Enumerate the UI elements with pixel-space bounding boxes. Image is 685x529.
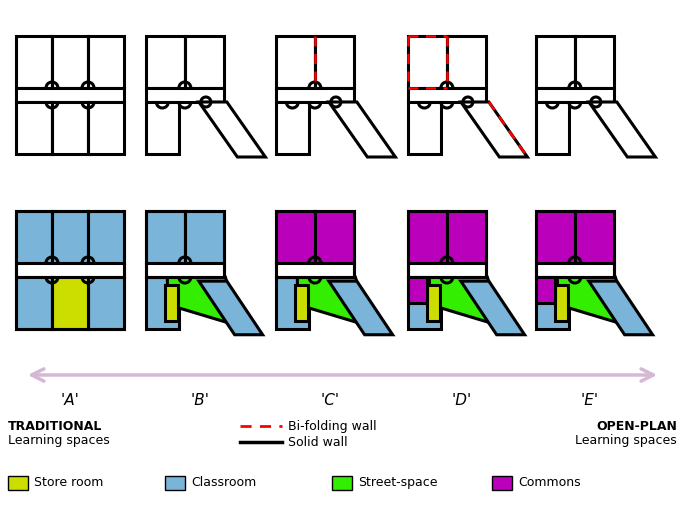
Text: Street-space: Street-space	[358, 476, 438, 489]
Polygon shape	[461, 102, 527, 157]
Bar	[447, 36, 486, 88]
Polygon shape	[589, 102, 656, 157]
Text: 'B': 'B'	[190, 393, 210, 408]
Polygon shape	[167, 277, 240, 326]
Bar	[146, 277, 179, 329]
Bar	[315, 36, 353, 88]
Text: 'E': 'E'	[581, 393, 599, 408]
Text: 'D': 'D'	[452, 393, 472, 408]
Bar	[52, 277, 88, 329]
Bar	[276, 102, 309, 154]
Polygon shape	[329, 102, 395, 157]
Bar	[575, 36, 614, 88]
Text: Solid wall: Solid wall	[288, 436, 347, 449]
Bar	[332, 476, 352, 490]
Polygon shape	[297, 277, 371, 326]
Bar	[146, 263, 224, 277]
Bar	[88, 211, 124, 263]
Polygon shape	[329, 281, 393, 335]
Text: 'C': 'C'	[321, 393, 340, 408]
Bar	[146, 88, 224, 102]
Bar	[408, 277, 441, 329]
Bar	[536, 263, 614, 277]
Bar	[165, 476, 185, 490]
Bar	[556, 285, 568, 321]
Bar	[447, 211, 486, 263]
Bar	[276, 88, 353, 102]
Bar	[88, 36, 124, 88]
Bar	[536, 211, 575, 263]
Bar	[536, 88, 614, 102]
Bar	[52, 36, 88, 88]
Bar	[408, 277, 427, 303]
Bar	[52, 211, 88, 263]
Bar	[88, 102, 124, 154]
Bar	[408, 102, 441, 154]
Bar	[276, 36, 315, 88]
Polygon shape	[461, 281, 525, 335]
Bar	[185, 211, 224, 263]
Bar	[16, 277, 52, 329]
Bar	[276, 263, 353, 277]
Polygon shape	[199, 281, 262, 335]
Polygon shape	[558, 277, 630, 326]
Bar	[185, 36, 224, 88]
Bar	[408, 263, 486, 277]
Bar	[536, 277, 556, 303]
Bar	[16, 211, 52, 263]
Bar	[492, 476, 512, 490]
Bar	[408, 88, 486, 102]
Polygon shape	[429, 277, 503, 326]
Text: Commons: Commons	[518, 476, 581, 489]
Text: Bi-folding wall: Bi-folding wall	[288, 420, 377, 433]
Bar	[166, 285, 178, 321]
Text: Classroom: Classroom	[191, 476, 256, 489]
Bar	[408, 36, 447, 88]
Bar	[536, 102, 569, 154]
Bar	[575, 211, 614, 263]
Bar	[16, 36, 52, 88]
Bar	[408, 211, 447, 263]
Bar	[295, 285, 308, 321]
Text: TRADITIONAL: TRADITIONAL	[8, 420, 102, 433]
Bar	[276, 277, 309, 329]
Bar	[315, 211, 353, 263]
Bar	[408, 211, 486, 277]
Bar	[8, 476, 28, 490]
Polygon shape	[589, 281, 653, 335]
Bar	[146, 36, 185, 88]
Text: Learning spaces: Learning spaces	[575, 434, 677, 447]
Text: Store room: Store room	[34, 476, 103, 489]
Bar	[146, 211, 185, 263]
Bar	[276, 211, 353, 277]
Text: 'A': 'A'	[60, 393, 79, 408]
Bar	[146, 211, 224, 277]
Bar	[536, 277, 569, 329]
Text: Learning spaces: Learning spaces	[8, 434, 110, 447]
Bar	[16, 211, 124, 329]
Bar	[16, 88, 124, 102]
Bar	[16, 263, 124, 277]
Bar	[536, 36, 575, 88]
Polygon shape	[199, 102, 265, 157]
Bar	[427, 285, 440, 321]
Bar	[88, 277, 124, 329]
Bar	[52, 102, 88, 154]
Bar	[16, 102, 52, 154]
Bar	[276, 211, 315, 263]
Bar	[536, 211, 614, 277]
Text: OPEN-PLAN: OPEN-PLAN	[596, 420, 677, 433]
Bar	[146, 102, 179, 154]
